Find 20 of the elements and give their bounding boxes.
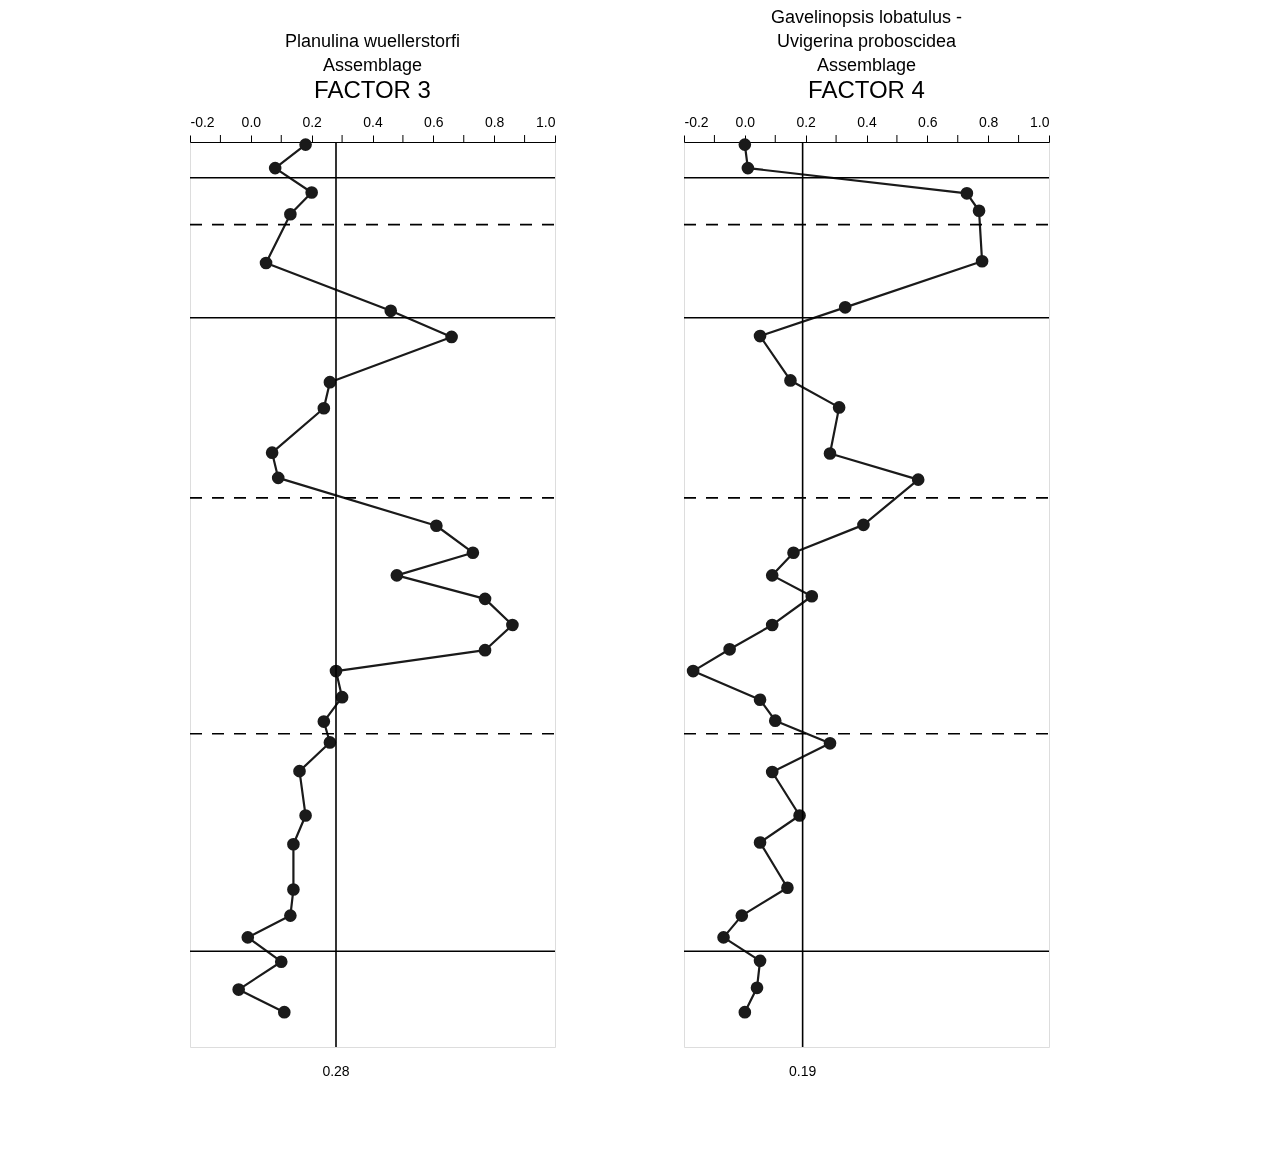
chart-title: Gavelinopsis lobatulus - Uvigerina proboscidea Assemblage — [770, 7, 963, 75]
x-tick-label: 0.2 — [796, 113, 817, 130]
ref-line-label: 0.28 — [322, 1063, 350, 1079]
chart-subtitle: FACTOR 4 — [808, 76, 925, 103]
x-tick-label: 0.0 — [735, 113, 756, 130]
x-tick-label: 0.4 — [363, 113, 383, 130]
x-tick-label: 0.6 — [424, 113, 444, 130]
x-tick-label: 1.0 — [1030, 113, 1050, 130]
ref-line-label: 0.19 — [789, 1063, 817, 1079]
chart-subtitle: FACTOR 3 — [314, 76, 431, 103]
x-tick-label: 0.8 — [484, 113, 505, 130]
x-tick-label: 0.6 — [918, 113, 938, 130]
x-tick-label: 0.4 — [857, 113, 877, 130]
x-tick-label: 0.0 — [241, 113, 262, 130]
x-tick-label: 1.0 — [536, 113, 556, 130]
x-tick-label: -0.2 — [190, 113, 215, 130]
x-tick-label: -0.2 — [684, 113, 709, 130]
x-tick-label: 0.8 — [978, 113, 999, 130]
x-tick-label: 0.2 — [302, 113, 323, 130]
chart-title: Planulina wuellerstorfi Assemblage — [284, 31, 461, 75]
